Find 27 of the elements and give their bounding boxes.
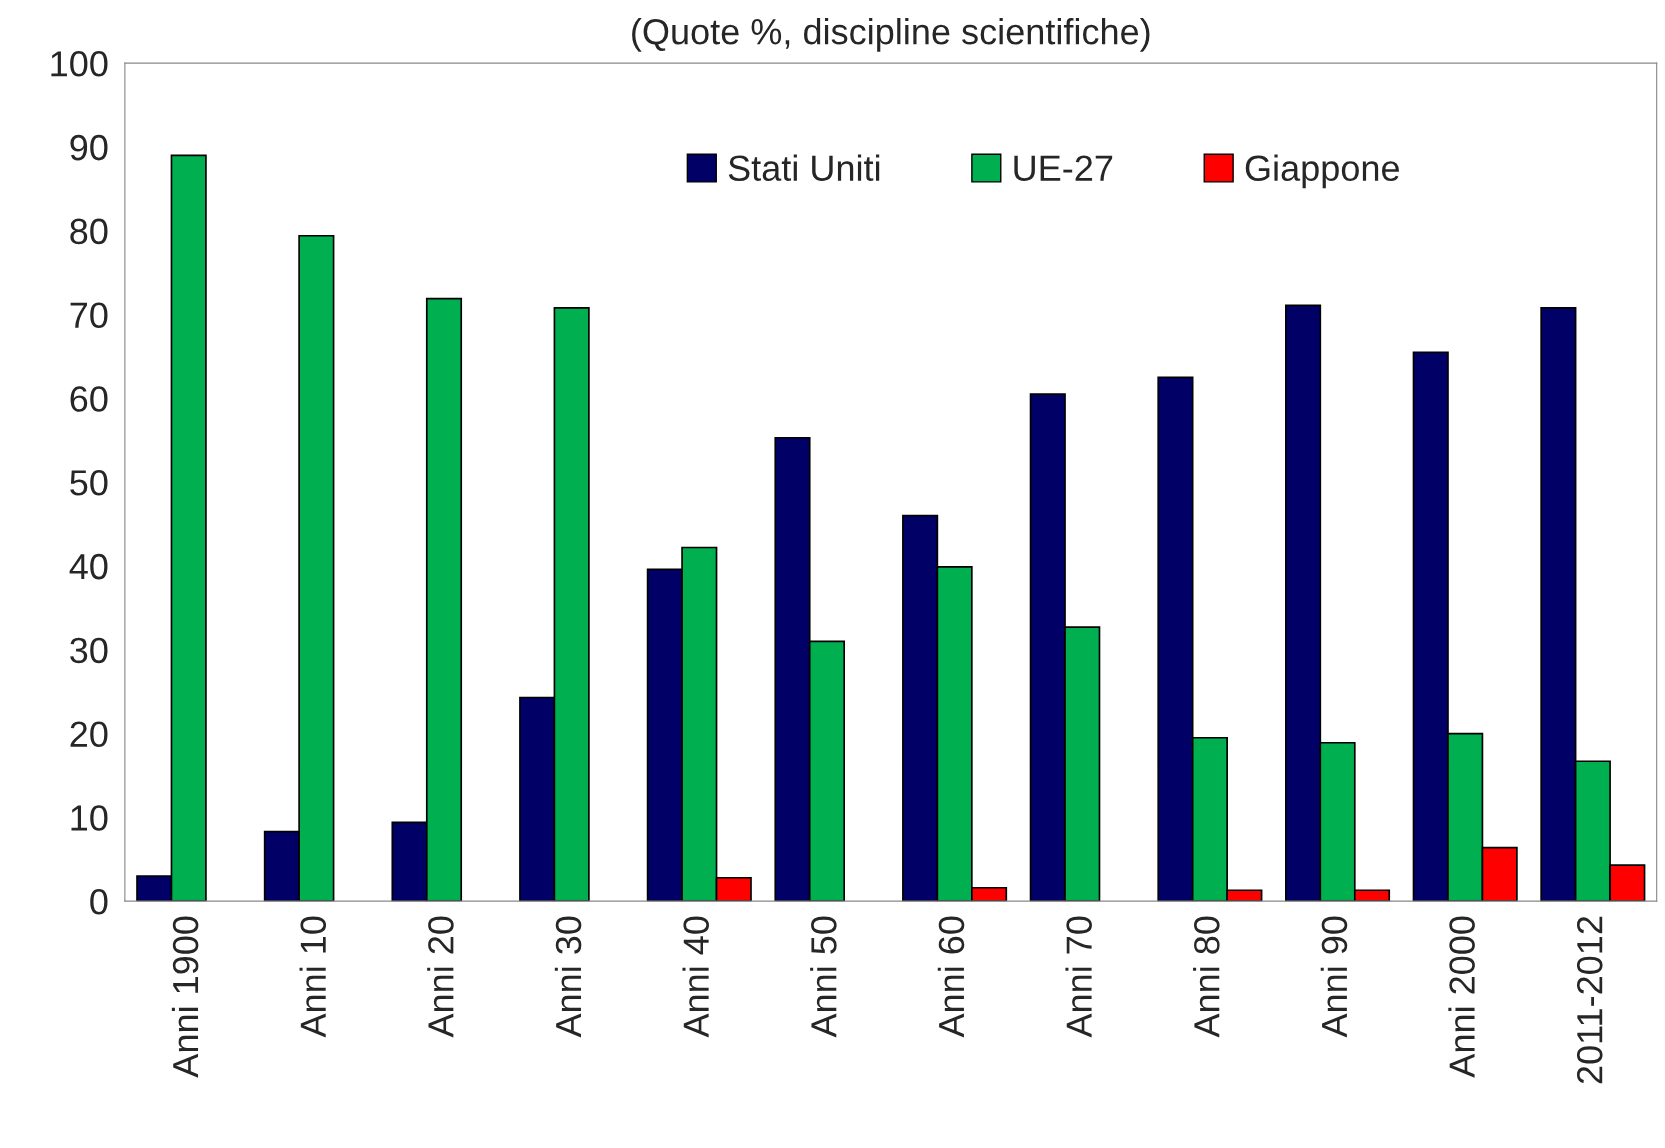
legend-label: Stati Uniti xyxy=(728,154,880,182)
y-tick-label: 40 xyxy=(69,553,108,580)
x-tick-label: Anni 10 xyxy=(299,916,327,1038)
x-tick-label: Anni 70 xyxy=(1065,916,1092,1038)
y-tick-label: 100 xyxy=(51,51,108,77)
x-tick-label: Anni 40 xyxy=(682,916,709,1038)
legend-label: UE-27 xyxy=(1014,155,1113,182)
x-tick-label: Anni 20 xyxy=(427,916,454,1038)
legend-label: Giappone xyxy=(1245,154,1399,189)
x-tick-label: Anni 50 xyxy=(810,916,837,1038)
y-tick-label: 30 xyxy=(70,637,108,664)
x-tick-label: 2011-2012 xyxy=(1576,916,1603,1084)
y-tick-label: 10 xyxy=(71,805,108,831)
x-tick-label: Anni 80 xyxy=(1193,916,1220,1038)
y-tick-label: 70 xyxy=(70,302,108,328)
x-tick-label: Anni 1900 xyxy=(171,916,199,1078)
x-tick-label: Anni 2000 xyxy=(1448,916,1475,1078)
x-tick-label: Anni 60 xyxy=(937,916,965,1038)
y-tick-label: 90 xyxy=(70,134,108,161)
x-tick-label: Anni 90 xyxy=(1320,916,1348,1038)
x-tick-label: Anni 30 xyxy=(554,916,582,1038)
y-tick-label: 80 xyxy=(70,218,108,245)
chart-subtitle: (Quote %, discipline scientifiche) xyxy=(632,18,1150,52)
y-tick-label: 20 xyxy=(70,721,108,748)
y-tick-label: 60 xyxy=(70,386,108,412)
y-tick-label: 50 xyxy=(70,470,108,496)
y-tick-label: 0 xyxy=(90,889,108,915)
